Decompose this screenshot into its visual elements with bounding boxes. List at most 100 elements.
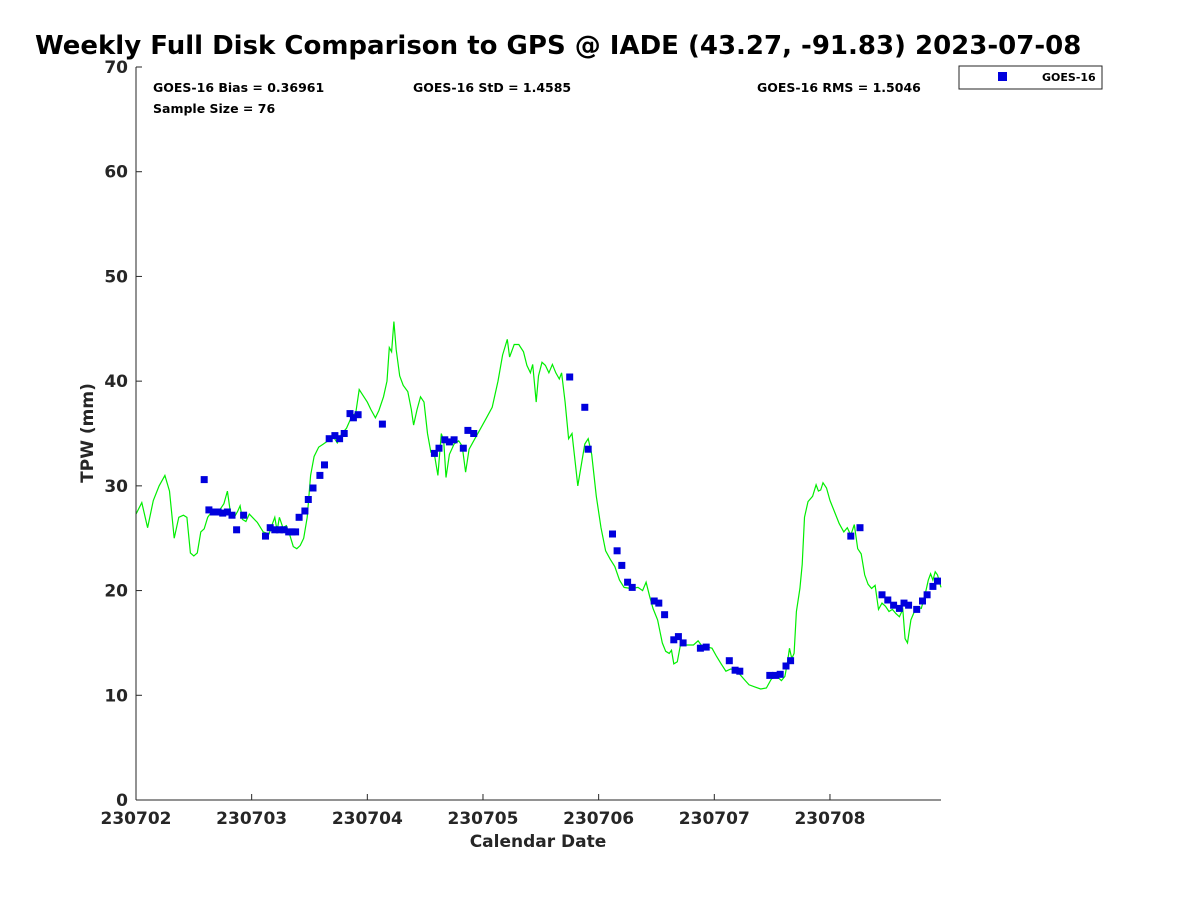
goes16-point: [674, 633, 682, 641]
goes16-point: [581, 403, 589, 411]
goes16-point: [336, 435, 344, 443]
y-axis-label: TPW (mm): [78, 383, 98, 483]
goes16-point: [309, 484, 317, 492]
goes16-point: [301, 507, 309, 515]
goes16-point: [470, 430, 478, 437]
goes16-point: [900, 599, 908, 607]
plot-area: 0 10 20 30 40 50 60 70 230702 230703 230704 230705 2…: [101, 58, 942, 829]
goes16-point: [266, 524, 274, 532]
goes16-point: [766, 671, 774, 679]
x-tick-label: 230706: [563, 809, 634, 829]
goes16-point: [210, 508, 217, 516]
goes16-point: [661, 611, 669, 619]
x-tick-label: 230702: [101, 809, 172, 829]
goes-marker-layer: [200, 373, 941, 679]
goes16-point: [223, 508, 231, 516]
goes16-point: [934, 577, 941, 585]
goes16-point: [895, 604, 903, 612]
chart-title: Weekly Full Disk Comparison to GPS @ IAD…: [35, 31, 1081, 61]
goes16-point: [219, 509, 227, 517]
goes16-point: [464, 426, 472, 434]
goes16-point: [435, 444, 443, 452]
ticks-layer: 0 10 20 30 40 50 60 70 230702 230703 230704 230705 2…: [101, 58, 866, 829]
goes16-point: [200, 476, 208, 484]
y-tick-label: 60: [104, 163, 128, 183]
goes16-point: [847, 532, 855, 540]
legend-marker-icon: [998, 72, 1007, 81]
goes16-point: [670, 636, 678, 644]
bias-stat: GOES-16 Bias = 0.36961: [153, 80, 324, 95]
goes16-point: [776, 670, 784, 678]
goes16-point: [321, 461, 328, 469]
y-tick-label: 50: [104, 267, 128, 287]
goes16-point: [459, 444, 467, 452]
goes16-point: [772, 671, 780, 679]
goes16-point: [214, 508, 222, 516]
goes16-point: [280, 526, 288, 534]
goes16-point: [696, 644, 704, 652]
goes16-point: [331, 432, 339, 440]
goes16-point: [929, 582, 937, 590]
goes16-point: [262, 532, 269, 540]
goes16-point: [354, 411, 362, 419]
axes-background: [136, 67, 941, 800]
y-tick-label: 40: [104, 372, 128, 392]
goes16-point: [618, 561, 626, 569]
y-tick-label: 70: [104, 58, 128, 78]
goes16-point: [736, 667, 744, 675]
goes16-point: [884, 596, 892, 604]
goes16-point: [782, 662, 790, 670]
goes16-point: [378, 420, 386, 428]
goes16-point: [731, 666, 739, 674]
goes16-point: [340, 430, 348, 437]
rms-stat: GOES-16 RMS = 1.5046: [757, 80, 921, 95]
goes16-point: [349, 414, 357, 422]
goes16-point: [233, 526, 241, 534]
goes16-point: [450, 436, 458, 444]
goes16-point: [346, 410, 354, 418]
goes16-point: [304, 496, 312, 503]
std-stat: GOES-16 StD = 1.4585: [413, 80, 571, 95]
goes16-point: [271, 526, 279, 534]
goes16-point: [655, 599, 663, 607]
x-tick-label: 230705: [447, 809, 518, 829]
gps-line-layer: [135, 321, 942, 690]
goes16-point: [913, 605, 921, 613]
goes16-point: [624, 578, 632, 586]
goes16-point: [905, 601, 913, 609]
goes16-point: [445, 438, 453, 446]
goes16-point: [679, 639, 687, 647]
goes16-point: [856, 524, 864, 532]
goes16-point: [702, 643, 710, 651]
goes16-point: [292, 528, 300, 536]
x-tick-label: 230704: [332, 809, 403, 829]
goes16-point: [919, 597, 926, 605]
goes16-point: [228, 511, 236, 519]
legend-label-goes16: GOES-16: [1042, 71, 1096, 84]
goes16-point: [240, 511, 248, 519]
goes16-point: [430, 449, 438, 457]
x-tick-label: 230707: [679, 809, 750, 829]
goes16-point: [275, 526, 283, 534]
y-tick-label: 10: [104, 686, 128, 706]
y-tick-label: 30: [104, 477, 128, 497]
goes16-point: [787, 657, 795, 665]
goes16-point: [325, 435, 333, 443]
goes16-point: [584, 445, 592, 453]
x-tick-label: 230708: [794, 809, 865, 829]
goes16-point: [295, 513, 303, 521]
goes16-point: [890, 601, 898, 609]
goes16-point: [628, 583, 636, 591]
legend-box: [958, 65, 1103, 90]
goes16-point: [316, 471, 324, 479]
goes16-point: [725, 657, 733, 665]
legend: GOES-16: [958, 65, 1103, 90]
y-tick-label: 0: [116, 791, 128, 811]
goes16-point: [650, 597, 658, 605]
goes16-point: [441, 436, 449, 444]
x-axis-label: Calendar Date: [470, 832, 607, 852]
x-tick-label: 230703: [216, 809, 287, 829]
y-tick-label: 20: [104, 582, 128, 602]
goes16-point: [205, 506, 213, 514]
